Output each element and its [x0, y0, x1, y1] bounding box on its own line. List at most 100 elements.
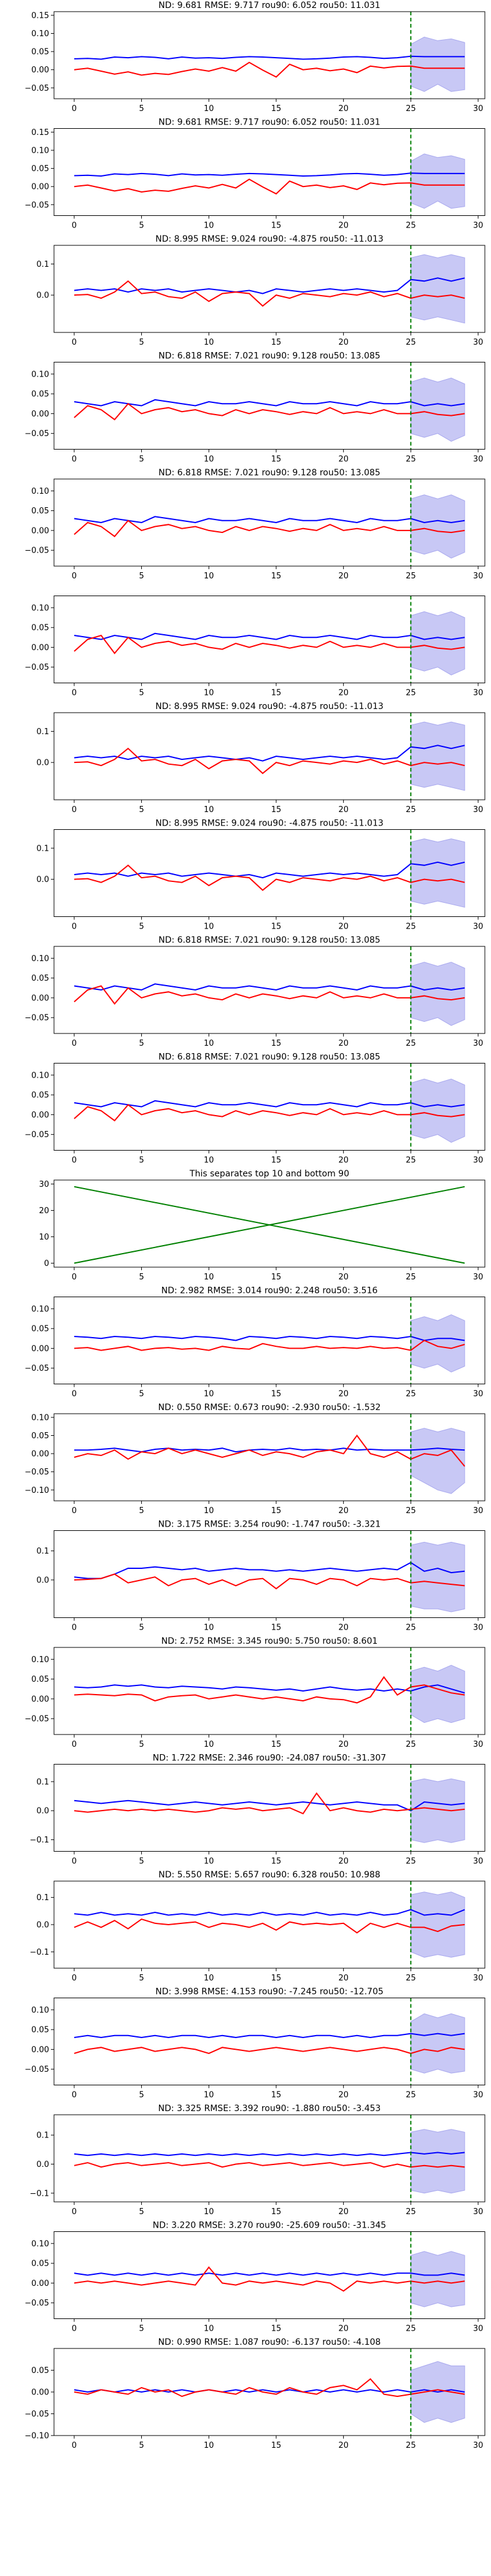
y-tick-label: 0.05 — [31, 2026, 49, 2035]
subplot-14: ND: 3.175 RMSE: 3.254 rou90: -1.747 rou5… — [36, 1520, 485, 1633]
y-tick-label: 0.05 — [31, 974, 49, 983]
subplot-title: ND: 9.681 RMSE: 9.717 rou90: 6.052 rou50… — [158, 1, 380, 10]
y-tick-label: 0.1 — [36, 1547, 49, 1556]
x-tick-label: 0 — [72, 2325, 77, 2334]
blue-series-line — [74, 745, 465, 762]
blue-series-line — [74, 2272, 465, 2276]
y-tick-label: 0.05 — [31, 48, 49, 57]
axes-frame — [53, 596, 485, 683]
blue-series-line — [74, 1684, 465, 1694]
axes-frame — [53, 712, 485, 800]
y-tick-label: −0.05 — [25, 1364, 49, 1373]
blue-series-line — [74, 2152, 465, 2156]
uncertainty-band — [410, 2129, 465, 2194]
x-tick-label: 10 — [204, 2325, 214, 2334]
red-series-line — [74, 1340, 465, 1351]
axes-frame — [53, 128, 485, 216]
x-tick-label: 0 — [72, 104, 77, 113]
uncertainty-band — [410, 494, 465, 559]
axes-frame — [53, 829, 485, 917]
x-tick-label: 30 — [473, 1506, 484, 1516]
red-series-line — [74, 2378, 465, 2398]
subplot-21: ND: 0.990 RMSE: 1.087 rou90: -6.137 rou5… — [25, 2337, 485, 2450]
x-tick-label: 0 — [72, 689, 77, 698]
x-tick-label: 10 — [204, 1623, 214, 1633]
x-tick-label: 5 — [139, 1740, 144, 1749]
x-tick-label: 25 — [406, 2207, 416, 2217]
subplot-title: This separates top 10 and bottom 90 — [189, 1169, 349, 1179]
y-tick-label: 0.05 — [31, 1091, 49, 1100]
axes-frame — [53, 245, 485, 333]
x-tick-label: 10 — [204, 1039, 214, 1048]
y-tick-label: −0.1 — [29, 1948, 49, 1957]
x-tick-label: 5 — [139, 1974, 144, 1983]
subplot-20: ND: 3.220 RMSE: 3.270 rou90: -25.609 rou… — [25, 2221, 485, 2334]
x-tick-label: 15 — [271, 104, 282, 113]
red-series-line — [74, 747, 465, 775]
y-tick-label: 0.0 — [36, 2160, 49, 2169]
y-tick-label: −0.1 — [29, 2189, 49, 2198]
x-tick-label: 5 — [139, 1039, 144, 1048]
y-tick-label: −0.05 — [25, 546, 49, 556]
x-tick-label: 15 — [271, 2207, 282, 2217]
x-tick-label: 30 — [473, 2091, 484, 2100]
x-tick-label: 5 — [139, 922, 144, 932]
y-tick-label: 0.05 — [31, 2366, 49, 2375]
x-tick-label: 30 — [473, 1740, 484, 1749]
subplot-15: ND: 2.752 RMSE: 3.345 rou90: 5.750 rou50… — [25, 1636, 485, 1749]
x-tick-label: 0 — [72, 2091, 77, 2100]
x-tick-label: 25 — [406, 1506, 416, 1516]
y-tick-label: 0.10 — [31, 2006, 49, 2015]
x-tick-label: 5 — [139, 689, 144, 698]
subplot-title: ND: 0.990 RMSE: 1.087 rou90: -6.137 rou5… — [158, 2337, 381, 2347]
x-tick-label: 30 — [473, 104, 484, 113]
y-tick-label: −0.05 — [25, 2410, 49, 2419]
axes-frame — [53, 362, 485, 450]
uncertainty-band — [410, 611, 465, 676]
y-tick-label: 20 — [39, 1206, 49, 1216]
x-tick-label: 30 — [473, 1273, 484, 1282]
y-tick-label: 0.05 — [31, 1675, 49, 1684]
x-tick-label: 25 — [406, 1857, 416, 1866]
subplot-16: ND: 1.722 RMSE: 2.346 rou90: -24.087 rou… — [29, 1754, 485, 1866]
x-tick-label: 10 — [204, 104, 214, 113]
x-tick-label: 20 — [338, 1506, 349, 1516]
y-tick-label: 0.1 — [36, 1777, 49, 1787]
blue-series-line — [74, 1800, 465, 1812]
x-tick-label: 15 — [271, 805, 282, 815]
uncertainty-band — [410, 1541, 465, 1612]
y-tick-label: 0.15 — [31, 11, 49, 20]
y-tick-label: 0.05 — [31, 390, 49, 399]
subplot-title: ND: 8.995 RMSE: 9.024 rou90: -4.875 rou5… — [155, 819, 384, 829]
x-tick-label: 25 — [406, 1273, 416, 1282]
red-series-line — [74, 985, 465, 1005]
x-tick-label: 25 — [406, 338, 416, 347]
y-tick-label: 0.10 — [31, 2239, 49, 2248]
y-tick-label: 10 — [39, 1233, 49, 1242]
x-tick-label: 0 — [72, 1974, 77, 1983]
y-tick-label: −0.10 — [25, 1486, 49, 1495]
x-tick-label: 15 — [271, 1273, 282, 1282]
subplot-5: ND: 6.818 RMSE: 7.021 rou90: 9.128 rou50… — [25, 468, 485, 581]
subplot-title: ND: 9.681 RMSE: 9.717 rou90: 6.052 rou50… — [158, 118, 380, 128]
y-tick-label: 0.00 — [31, 2279, 49, 2288]
axes-frame — [53, 1297, 485, 1384]
y-tick-label: 0.0 — [36, 291, 49, 301]
x-tick-label: 10 — [204, 1156, 214, 1165]
red-series-line — [74, 634, 465, 654]
y-tick-label: 0.10 — [31, 1413, 49, 1422]
y-tick-label: 0 — [44, 1259, 49, 1268]
y-tick-label: 0.1 — [36, 2131, 49, 2141]
axes-frame — [53, 2231, 485, 2319]
blue-series-line — [74, 399, 465, 407]
x-tick-label: 0 — [72, 1273, 77, 1282]
x-tick-label: 15 — [271, 1506, 282, 1516]
blue-series-line — [74, 2033, 465, 2039]
subplot-8: ND: 8.995 RMSE: 9.024 rou90: -4.875 rou5… — [36, 819, 485, 932]
x-tick-label: 25 — [406, 2325, 416, 2334]
y-tick-label: 0.05 — [31, 507, 49, 516]
x-tick-label: 0 — [72, 1740, 77, 1749]
x-tick-label: 5 — [139, 2091, 144, 2100]
x-tick-label: 25 — [406, 2441, 416, 2450]
